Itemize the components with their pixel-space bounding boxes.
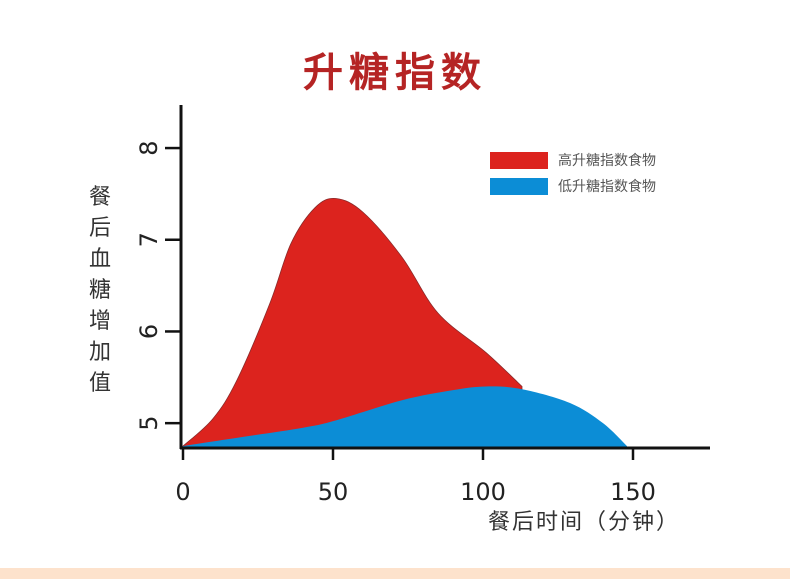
- x-tick-label: 150: [610, 478, 656, 506]
- y-tick-label: 6: [135, 324, 163, 339]
- legend: 高升糖指数食物 低升糖指数食物: [490, 147, 656, 199]
- series-area-low-gi: [183, 386, 627, 447]
- y-tick-label: 7: [135, 232, 163, 247]
- x-tick-label: 100: [460, 478, 506, 506]
- x-axis-label: 餐后时间（分钟）: [488, 510, 681, 535]
- x-tick-label: 50: [318, 478, 349, 506]
- y-tick-label: 8: [135, 140, 163, 155]
- series-area-high-gi: [182, 197, 523, 448]
- y-axis-label: 餐后血糖增加值: [88, 185, 111, 396]
- legend-swatch-low-gi: [490, 177, 548, 195]
- legend-label-low-gi: 低升糖指数食物: [558, 179, 656, 195]
- legend-swatch-high-gi: [490, 151, 548, 169]
- x-tick-label: 0: [175, 478, 190, 506]
- chart-title: 升糖指数: [303, 50, 487, 96]
- legend-label-high-gi: 高升糖指数食物: [558, 153, 656, 169]
- y-tick-label: 5: [135, 416, 163, 431]
- legend-item-low-gi: 低升糖指数食物: [490, 173, 656, 199]
- bottom-strip: [0, 568, 790, 579]
- legend-item-high-gi: 高升糖指数食物: [490, 147, 656, 173]
